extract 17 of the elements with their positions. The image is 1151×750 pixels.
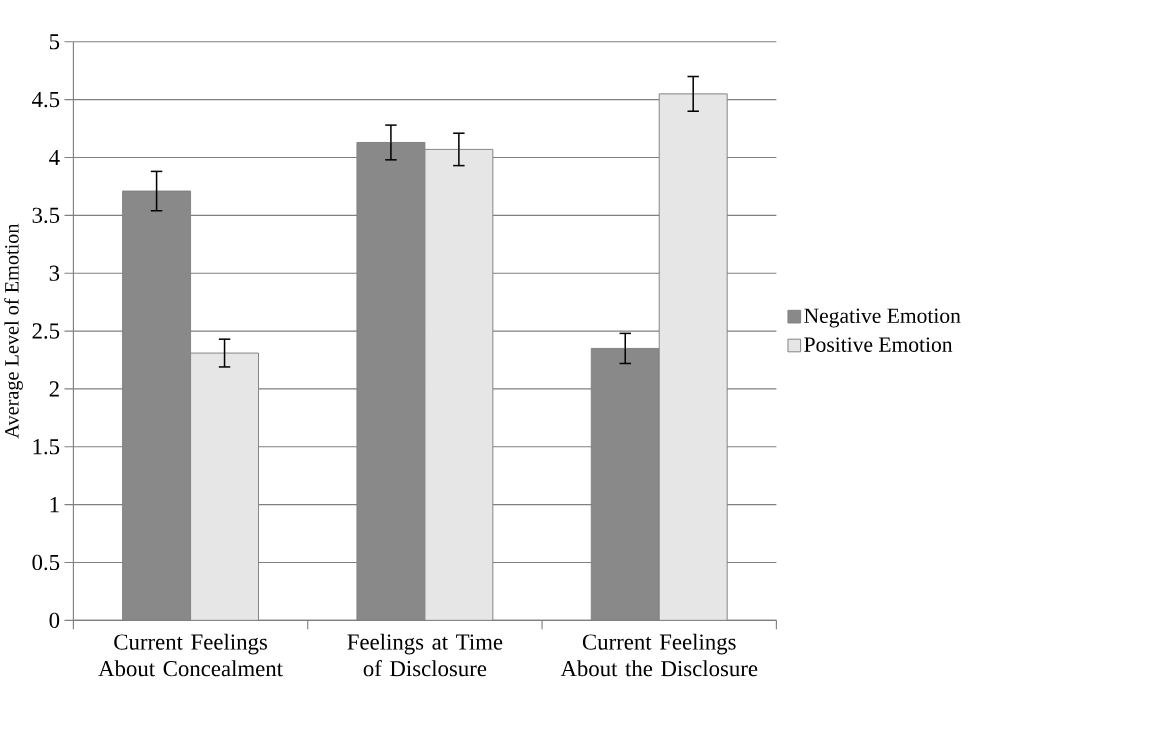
y-tick-label: 1.5 xyxy=(33,438,60,455)
legend-label: Negative Emotion xyxy=(804,308,961,328)
legend-label: Positive Emotion xyxy=(804,337,953,352)
y-tick-label: 3.5 xyxy=(32,207,60,223)
y-tick-label: 5 xyxy=(49,33,60,50)
y-axis-title: Average Level of Emotion xyxy=(4,223,23,439)
x-tick-label: Feelings at Time of Disclosure xyxy=(347,633,503,677)
x-tick-label: Current Feelings About the Disclosure xyxy=(560,633,758,677)
y-tick-label: 3 xyxy=(49,265,60,281)
y-tick-label: 4 xyxy=(49,149,60,165)
y-tick-label: 2 xyxy=(49,381,59,397)
y-tick-label: 0 xyxy=(49,612,60,628)
y-tick-label: 2.5 xyxy=(32,323,60,339)
y-tick-label: 4.5 xyxy=(32,91,60,108)
y-tick-label: 1 xyxy=(50,496,59,512)
y-tick-label: 0.5 xyxy=(32,554,60,570)
x-tick-label: Current Feelings About Concealment xyxy=(98,633,283,677)
